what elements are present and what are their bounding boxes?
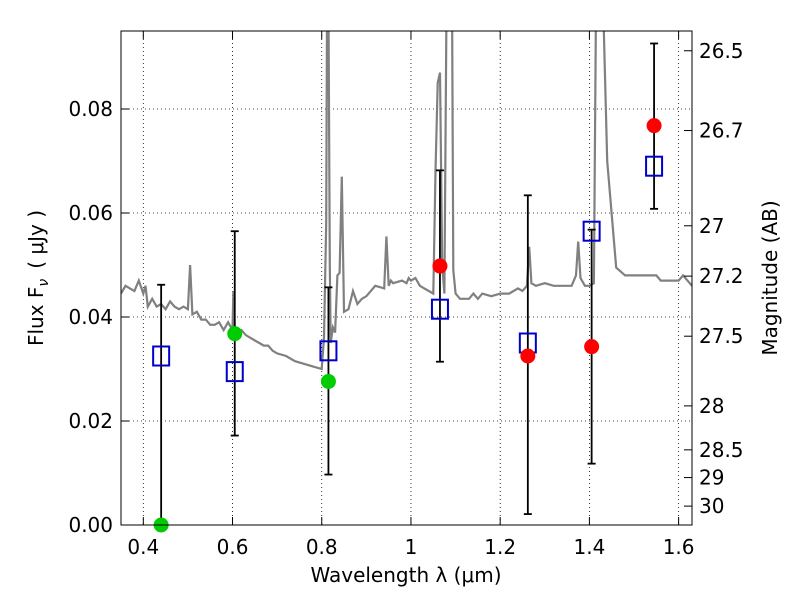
circle-marker <box>646 118 662 134</box>
right-tick-label: 27.2 <box>699 264 744 288</box>
data-markers <box>152 118 664 533</box>
plot-frame <box>120 30 693 526</box>
circle-marker <box>320 373 336 389</box>
right-tick-label: 28 <box>699 394 724 418</box>
y-tick-label: 0.06 <box>68 201 113 225</box>
right-tick-label: 26.7 <box>699 119 744 143</box>
right-axis-title: Magnitude (AB) <box>758 200 782 355</box>
y-tick-label: 0.08 <box>68 97 113 121</box>
x-tick-label: 0.6 <box>217 535 249 559</box>
x-axis-title: Wavelength λ (μm) <box>310 563 501 587</box>
right-tick-label: 28.5 <box>699 438 744 462</box>
y-axis-title-subscript: ν <box>36 279 52 287</box>
circle-marker <box>584 339 600 355</box>
x-tick-label: 1.4 <box>573 535 605 559</box>
plot-background <box>121 31 692 525</box>
circle-marker <box>432 258 448 274</box>
x-tick-label: 1.2 <box>484 535 516 559</box>
x-tick-label: 0.8 <box>306 535 338 559</box>
y-axis-title-unit: ( μJy ) <box>24 210 48 269</box>
y-axis-title: Flux Fν ( μJy ) <box>24 210 52 346</box>
right-tick-label: 30 <box>699 494 724 518</box>
square-marker <box>225 361 244 383</box>
right-tick-label: 29 <box>699 466 724 490</box>
square-marker <box>430 298 449 320</box>
y-tick-label: 0.00 <box>68 513 113 537</box>
square-marker <box>319 340 338 362</box>
x-tick-label: 0.4 <box>127 535 159 559</box>
right-tick-label: 26.5 <box>699 39 744 63</box>
axis-ticks: 0.4 0.6 0.8 1 1.2 1.4 1.6 0.00 0.02 0.04 0.06 0.08 2… <box>68 31 744 559</box>
y-axis-title-main: Flux F <box>24 287 48 346</box>
circle-marker <box>520 348 536 364</box>
circle-marker <box>227 326 243 342</box>
y-tick-label: 0.04 <box>68 305 113 329</box>
square-marker <box>645 155 664 177</box>
plot-area <box>121 31 692 371</box>
model-spectrum-line <box>121 31 692 371</box>
x-tick-label: 1.6 <box>663 535 695 559</box>
x-tick-label: 1 <box>405 535 418 559</box>
y-tick-label: 0.02 <box>68 409 113 433</box>
right-tick-label: 27.5 <box>699 324 744 348</box>
square-marker <box>152 345 171 367</box>
square-marker <box>582 220 601 242</box>
right-tick-label: 27 <box>699 214 724 238</box>
